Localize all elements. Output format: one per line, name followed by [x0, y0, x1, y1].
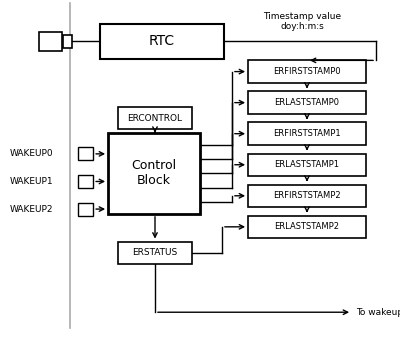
FancyBboxPatch shape	[78, 147, 93, 160]
Text: Timestamp value
doy:h:m:s: Timestamp value doy:h:m:s	[263, 12, 341, 31]
FancyBboxPatch shape	[248, 122, 366, 145]
FancyBboxPatch shape	[248, 185, 366, 207]
FancyBboxPatch shape	[248, 91, 366, 114]
Text: ERLASTSTAMP1: ERLASTSTAMP1	[274, 160, 340, 169]
FancyBboxPatch shape	[248, 216, 366, 238]
Text: ERFIRSTSTAMP0: ERFIRSTSTAMP0	[273, 67, 341, 76]
Text: WAKEUP1: WAKEUP1	[10, 177, 54, 186]
Text: ERFIRSTSTAMP1: ERFIRSTSTAMP1	[273, 129, 341, 138]
FancyBboxPatch shape	[248, 154, 366, 176]
FancyBboxPatch shape	[118, 241, 192, 264]
Text: WAKEUP0: WAKEUP0	[10, 149, 54, 158]
Text: ERCONTROL: ERCONTROL	[128, 114, 182, 123]
Text: WAKEUP2: WAKEUP2	[10, 205, 54, 214]
Text: Control
Block: Control Block	[132, 159, 176, 187]
FancyBboxPatch shape	[78, 203, 93, 216]
FancyBboxPatch shape	[100, 24, 224, 59]
FancyBboxPatch shape	[39, 32, 62, 51]
Text: ERSTATUS: ERSTATUS	[132, 248, 178, 257]
FancyBboxPatch shape	[78, 175, 93, 188]
Text: ERLASTSTAMP2: ERLASTSTAMP2	[274, 222, 340, 231]
Text: ERLASTSTAMP0: ERLASTSTAMP0	[274, 98, 340, 107]
Text: To wakeup/interrupt: To wakeup/interrupt	[356, 308, 400, 317]
FancyBboxPatch shape	[108, 133, 200, 214]
FancyBboxPatch shape	[118, 107, 192, 129]
FancyBboxPatch shape	[63, 35, 72, 48]
Text: ERFIRSTSTAMP2: ERFIRSTSTAMP2	[273, 191, 341, 200]
FancyBboxPatch shape	[248, 60, 366, 83]
Text: RTC: RTC	[149, 34, 175, 48]
